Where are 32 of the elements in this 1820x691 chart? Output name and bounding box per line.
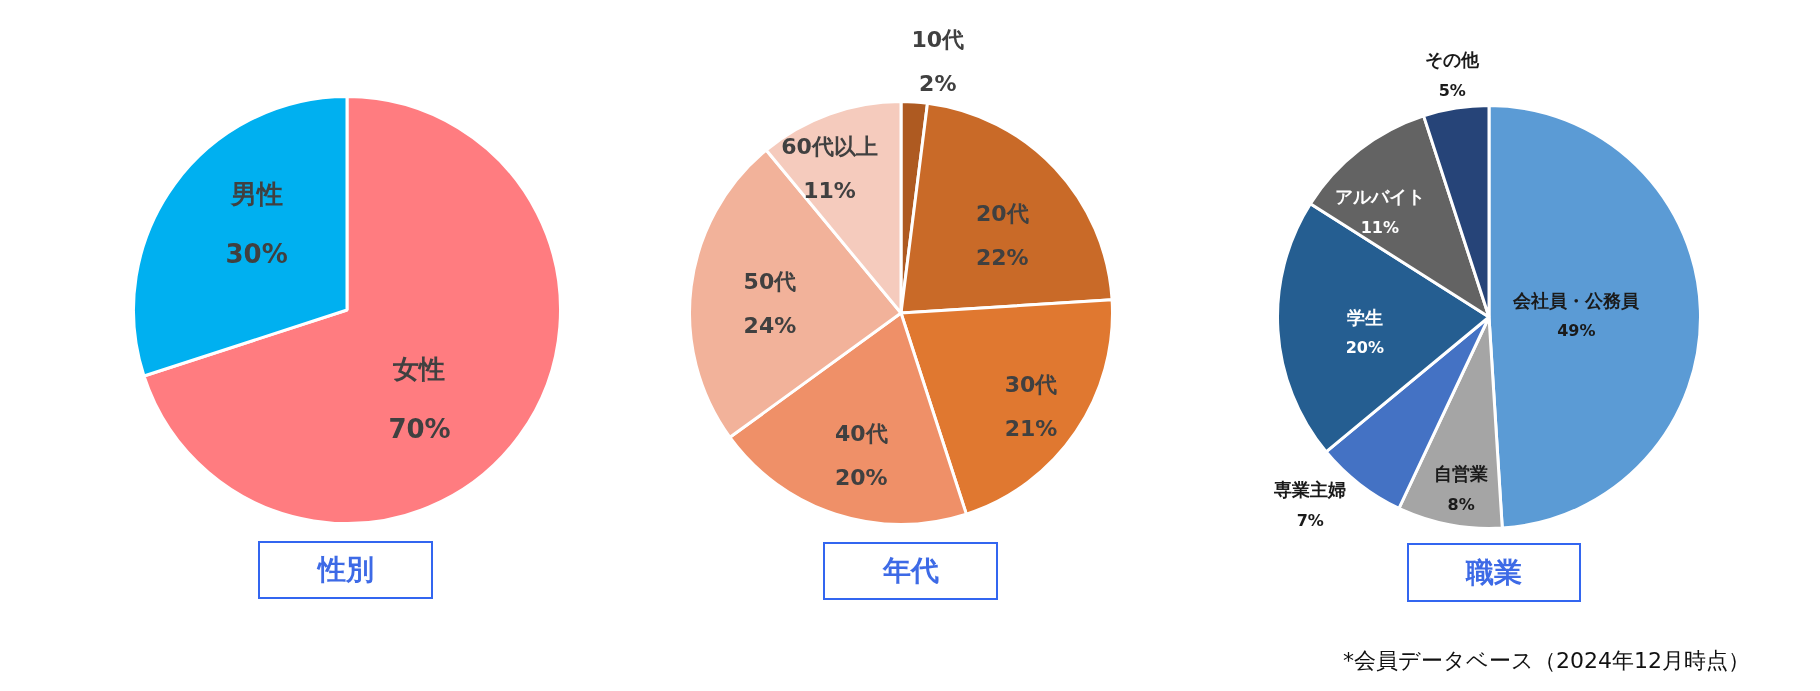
data-label: 21% <box>1004 416 1058 442</box>
slice-label: 専業主婦 <box>1273 479 1347 501</box>
data-label: 30% <box>225 239 288 270</box>
slice-label: 男性 <box>229 179 283 210</box>
data-label: 11% <box>803 177 856 203</box>
title-frame: 職業 <box>1407 543 1581 602</box>
data-label: 11% <box>1360 217 1399 237</box>
slice-label: 女性 <box>392 354 446 385</box>
data-label: 5% <box>1438 80 1466 100</box>
slice-label: 20代 <box>975 201 1029 227</box>
slice-label: 学生 <box>1346 306 1383 328</box>
slice-label: 60代以上 <box>781 133 878 159</box>
data-label: 70% <box>388 414 451 445</box>
slice-label: 会社員・公務員 <box>1512 289 1641 311</box>
slice-label: その他 <box>1425 49 1481 71</box>
data-label: 2% <box>919 71 957 97</box>
slice-label: 自営業 <box>1434 463 1489 485</box>
data-label: 49% <box>1557 321 1596 341</box>
slice-label: アルバイト <box>1334 186 1425 208</box>
slice-label: 50代 <box>743 268 797 294</box>
slice-label: 40代 <box>834 420 888 446</box>
slice-label: 30代 <box>1004 372 1058 398</box>
slice-label: 10代 <box>911 27 965 53</box>
data-label: 7% <box>1296 510 1324 530</box>
text: *会員データベース（2024年12月時点） <box>1343 648 1750 673</box>
data-label: 20% <box>834 464 888 490</box>
data-label: 20% <box>1345 338 1385 358</box>
title-frame: 性別 <box>258 541 433 599</box>
data-label: 8% <box>1447 494 1475 514</box>
data-label: 22% <box>975 245 1029 271</box>
data-label: 24% <box>743 312 797 338</box>
title-frame: 年代 <box>823 542 998 600</box>
